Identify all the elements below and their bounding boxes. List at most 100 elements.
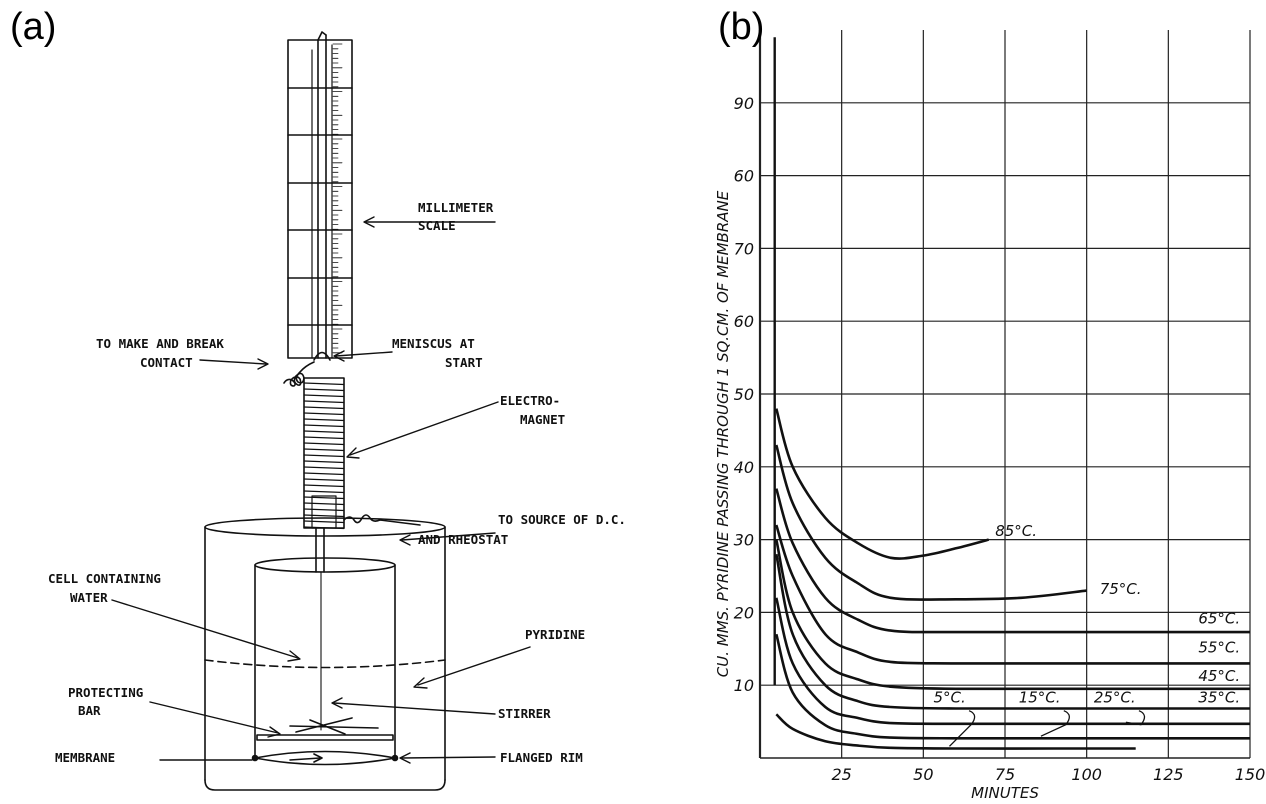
- label-pyridine: PYRIDINE: [525, 627, 585, 642]
- x-tick-label: 125: [1153, 765, 1184, 784]
- label-flanged-rim: FLANGED RIM: [500, 750, 583, 765]
- coil-winding: [303, 412, 345, 416]
- coil-winding: [303, 472, 345, 476]
- label-millimeter-1: MILLIMETER: [418, 200, 494, 215]
- curve-label: 25°C.: [1094, 689, 1136, 707]
- curve-5c: [775, 713, 1136, 750]
- label-protecting-1: PROTECTING: [68, 685, 143, 700]
- curve-label: 5°C.: [934, 689, 966, 707]
- curve-55c: [775, 524, 1250, 665]
- coil-winding: [303, 418, 345, 422]
- curve-15c: [775, 633, 1250, 740]
- label-make-break-1: TO MAKE AND BREAK: [96, 336, 224, 351]
- chart-text: 10 20 30 40 50 60 70 60 90 25 50 75 100 125 150 MINUTES…: [714, 94, 1266, 802]
- contact-wire: [283, 361, 315, 387]
- label-meniscus-1: MENISCUS AT: [392, 336, 475, 351]
- inner-cell: [254, 557, 396, 761]
- x-tick-label: 150: [1235, 765, 1266, 784]
- coil-winding: [303, 514, 345, 518]
- coil-winding: [303, 520, 345, 524]
- x-tick-label: 50: [913, 765, 933, 784]
- label-meniscus-2: START: [445, 355, 483, 370]
- label-membrane: MEMBRANE: [55, 750, 115, 765]
- y-tick-label: 50: [734, 385, 754, 404]
- label-cell-2: WATER: [70, 590, 108, 605]
- y-tick-label: 60: [734, 312, 754, 331]
- outer-vessel: [204, 517, 446, 791]
- pyridine-chart: 10 20 30 40 50 60 70 60 90 25 50 75 100 125 150 MINUTES…: [714, 30, 1266, 802]
- curve-45c: [775, 539, 1250, 691]
- y-tick-label: 20: [734, 603, 754, 622]
- apparatus-drawing: MILLIMETER SCALE TO MAKE AND BREAK CONTA…: [48, 31, 626, 791]
- coil-winding: [303, 400, 345, 404]
- coil-winding: [303, 508, 345, 512]
- label-electromagnet-2: MAGNET: [520, 412, 565, 427]
- coil-winding: [303, 478, 345, 482]
- y-tick-label: 40: [734, 458, 754, 477]
- x-tick-label: 25: [831, 765, 851, 784]
- x-tick-label: 75: [995, 765, 1015, 784]
- curve-label: 85°C.: [995, 522, 1037, 540]
- protecting-bar: [256, 734, 394, 741]
- membrane: [251, 750, 399, 766]
- coil-winding: [303, 442, 345, 446]
- panel-b-letter: (b): [718, 6, 765, 48]
- curve-label: 55°C.: [1198, 638, 1240, 656]
- millimeter-scale: [287, 39, 353, 359]
- y-tick-label: 70: [734, 239, 754, 258]
- pointer-arrows: [111, 216, 531, 764]
- coil-winding: [303, 460, 345, 464]
- chart-curves: [773, 37, 1250, 750]
- capillary-tube: [311, 31, 333, 359]
- label-make-break-2: CONTACT: [140, 355, 193, 370]
- y-tick-label: 60: [734, 167, 754, 186]
- label-pointer: [949, 710, 976, 747]
- coil-core: [311, 495, 337, 529]
- pyridine-level: [204, 659, 446, 669]
- y-tick-label: 90: [734, 94, 754, 113]
- coil-winding: [303, 430, 345, 434]
- coil-winding: [303, 484, 345, 488]
- curve-85c: [775, 408, 990, 560]
- curve-label: 45°C.: [1198, 667, 1240, 685]
- coil-winding: [303, 490, 345, 494]
- x-tick-label: 100: [1071, 765, 1102, 784]
- x-axis-title: MINUTES: [971, 784, 1039, 800]
- chart-grid: [758, 30, 1251, 759]
- curve-label: 15°C.: [1019, 689, 1061, 707]
- coil-winding: [303, 448, 345, 452]
- panel-a-apparatus: (a): [10, 6, 626, 791]
- curve-label: 65°C.: [1198, 609, 1240, 627]
- y-tick-label: 30: [734, 531, 754, 550]
- coil-winding: [303, 424, 345, 428]
- meniscus: [313, 351, 331, 361]
- label-pointer: [1125, 710, 1146, 726]
- label-cell-1: CELL CONTAINING: [48, 571, 161, 586]
- panel-a-letter: (a): [10, 6, 57, 48]
- coil-winding: [303, 394, 345, 398]
- coil-winding: [303, 388, 345, 392]
- panel-b-chart: (b) 10 20 30 40 50 60 70 60 90 25 50 75 100 125 150 MIN…: [700, 0, 1266, 802]
- coil-winding: [303, 382, 345, 386]
- label-protecting-2: BAR: [78, 703, 101, 718]
- curve-35c: [775, 553, 1250, 710]
- label-stirrer: STIRRER: [498, 706, 551, 721]
- curve-65c: [775, 488, 1250, 634]
- label-dc-source-1: TO SOURCE OF D.C.: [498, 512, 626, 527]
- coil-winding: [303, 436, 345, 440]
- stirrer-blades: [289, 717, 379, 735]
- curve-label: 35°C.: [1198, 689, 1240, 707]
- label-dc-source-2: AND RHEOSTAT: [418, 532, 508, 547]
- curve-label: 75°C.: [1100, 580, 1142, 598]
- coil-winding: [303, 496, 345, 500]
- y-axis-title: CU. MMS. PYRIDINE PASSING THROUGH 1 SQ.C…: [714, 190, 732, 677]
- coil-winding: [303, 454, 345, 458]
- coil-winding: [303, 406, 345, 410]
- y-tick-label: 10: [734, 676, 754, 695]
- label-electromagnet-1: ELECTRO-: [500, 393, 560, 408]
- label-pointer: [1040, 710, 1070, 737]
- curve-75c: [775, 444, 1087, 601]
- coil-winding: [303, 502, 345, 506]
- label-millimeter-2: SCALE: [418, 218, 456, 233]
- curve-25c: [775, 597, 1250, 726]
